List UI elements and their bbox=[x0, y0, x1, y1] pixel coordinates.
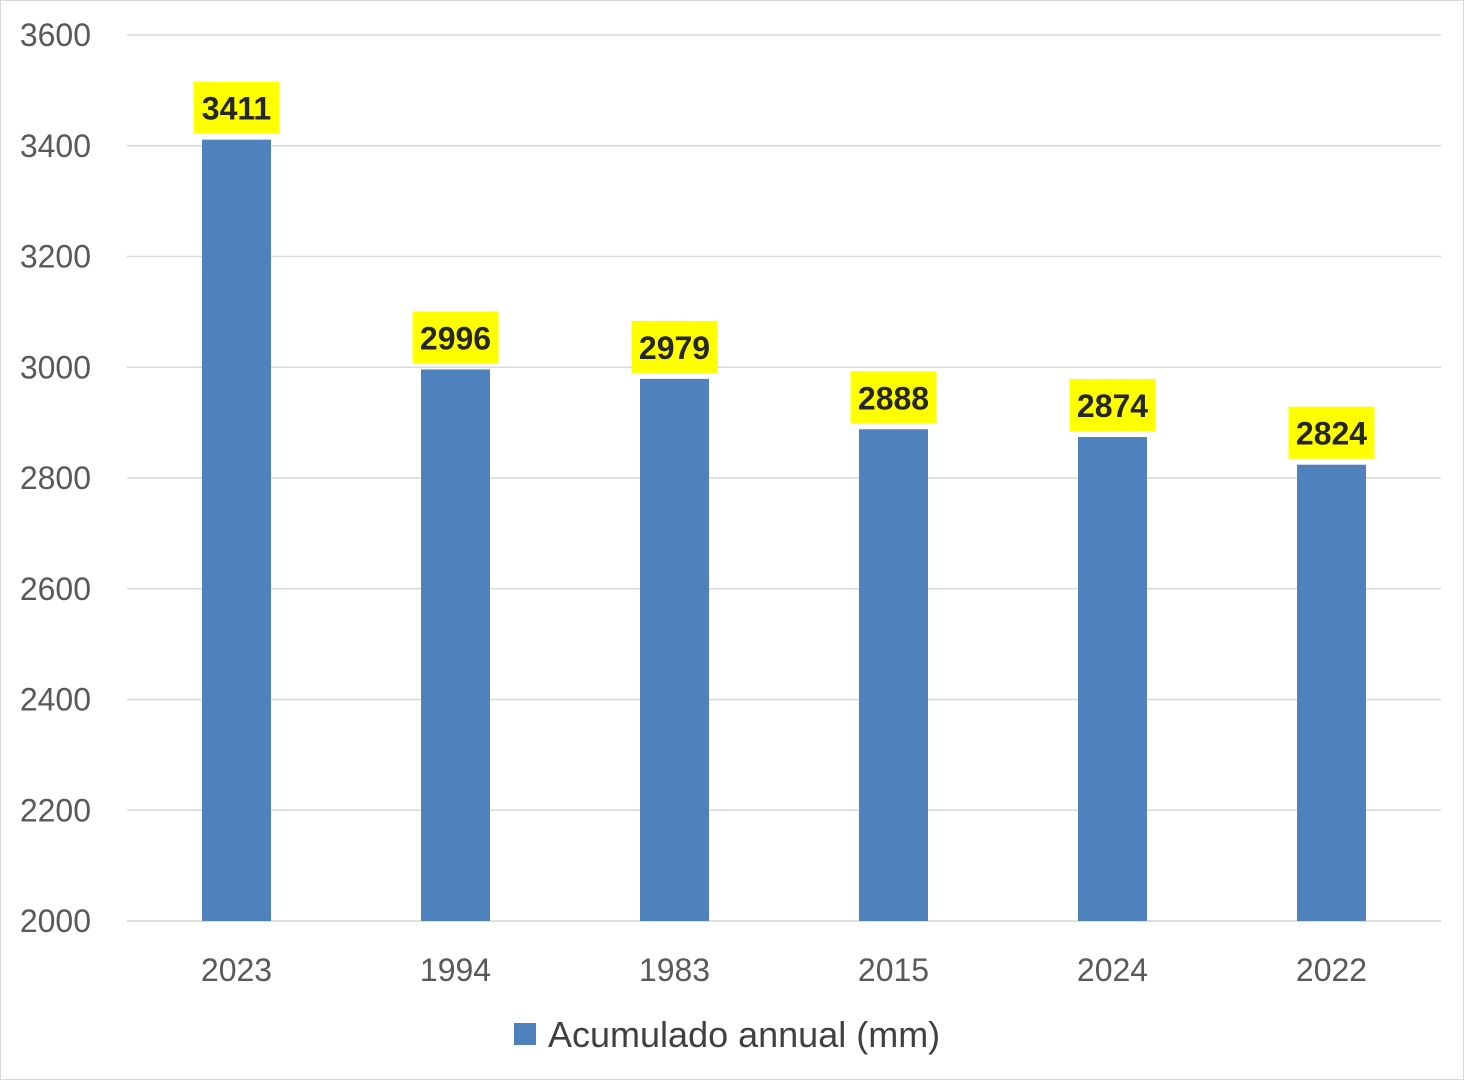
x-tick-label: 2024 bbox=[1077, 952, 1148, 988]
bars bbox=[202, 139, 1366, 922]
data-label: 2824 bbox=[1296, 416, 1367, 452]
gridlines bbox=[127, 34, 1441, 922]
legend-swatch bbox=[514, 1023, 536, 1045]
bar bbox=[1297, 464, 1366, 921]
data-label: 3411 bbox=[202, 91, 271, 127]
data-label: 2996 bbox=[420, 320, 491, 356]
x-tick-label: 2022 bbox=[1296, 952, 1367, 988]
bar bbox=[640, 378, 709, 921]
y-axis-tick-labels: 2000 2200 2400 2600 2800 3000 3200 3400 3600 bbox=[20, 17, 91, 939]
data-label: 2979 bbox=[639, 330, 710, 366]
bar bbox=[859, 429, 928, 921]
bar bbox=[202, 139, 271, 921]
data-label-highlight bbox=[631, 320, 718, 373]
data-label-highlight bbox=[850, 371, 937, 424]
data-label-highlight bbox=[1288, 406, 1375, 459]
bar bbox=[1078, 437, 1147, 921]
legend-label: Acumulado annual (mm) bbox=[548, 1014, 940, 1055]
y-tick-label: 2000 bbox=[20, 903, 91, 939]
y-tick-label: 2800 bbox=[20, 460, 91, 496]
x-tick-label: 2023 bbox=[201, 952, 272, 988]
y-tick-label: 2200 bbox=[20, 792, 91, 828]
data-label: 2888 bbox=[858, 380, 929, 416]
y-tick-label: 3600 bbox=[20, 17, 91, 53]
x-tick-label: 1994 bbox=[420, 952, 491, 988]
y-tick-label: 2600 bbox=[20, 571, 91, 607]
bar bbox=[421, 369, 490, 922]
x-tick-label: 2015 bbox=[858, 952, 929, 988]
data-label-highlight bbox=[193, 81, 280, 134]
data-labels: 3411 2996 2979 2888 2874 2824 bbox=[193, 81, 1375, 459]
data-label-highlight bbox=[412, 311, 499, 364]
data-label-highlight bbox=[1069, 379, 1156, 432]
legend: Acumulado annual (mm) bbox=[514, 1014, 940, 1055]
y-tick-label: 2400 bbox=[20, 682, 91, 718]
data-label: 2874 bbox=[1077, 388, 1148, 424]
y-tick-label: 3400 bbox=[20, 128, 91, 164]
x-tick-label: 1983 bbox=[639, 952, 710, 988]
x-axis-tick-labels: 2023 1994 1983 2015 2024 2022 bbox=[201, 952, 1367, 988]
y-tick-label: 3200 bbox=[20, 239, 91, 275]
y-tick-label: 3000 bbox=[20, 349, 91, 385]
